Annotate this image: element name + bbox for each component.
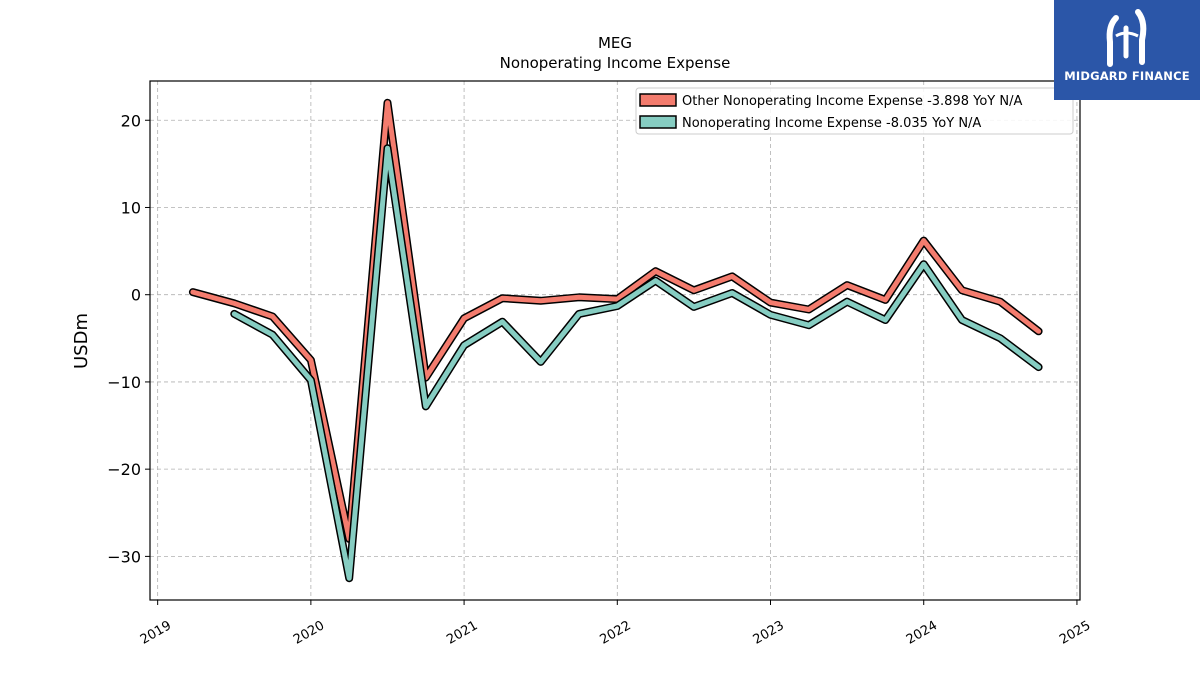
legend-label-nonoperating: Nonoperating Income Expense -8.035 YoY N… bbox=[682, 116, 981, 131]
legend-label-other-nonoperating: Other Nonoperating Income Expense -3.898… bbox=[682, 94, 1022, 109]
x-tick-label: 2022 bbox=[597, 618, 633, 648]
series-outline-other-nonoperating-income-expense bbox=[188, 98, 1043, 543]
series-layer bbox=[188, 98, 1043, 583]
x-tick-label: 2020 bbox=[291, 618, 327, 648]
axis-ticks: 20 10 0 −10 −20 −30 2019 2020 2021 2022 2023 2024 20… bbox=[107, 111, 1093, 647]
legend-frame bbox=[635, 87, 1074, 135]
y-tick-label: −20 bbox=[107, 460, 141, 479]
x-tick-label: 2021 bbox=[444, 618, 480, 648]
chart-subtitle: Nonoperating Income Expense bbox=[500, 54, 731, 72]
y-axis-label: USDm bbox=[71, 313, 92, 369]
legend-swatch-other-nonoperating bbox=[639, 93, 677, 107]
y-tick-label: −10 bbox=[107, 373, 141, 392]
series-line-nonoperating-income-expense bbox=[231, 145, 1042, 581]
plot-frame bbox=[149, 80, 1081, 601]
series-line-other-nonoperating-income-expense bbox=[190, 100, 1042, 542]
x-tick-label: 2019 bbox=[138, 618, 174, 648]
y-tick-label: 20 bbox=[121, 111, 141, 130]
x-tick-label: 2023 bbox=[751, 618, 787, 648]
chart-title: MEG bbox=[598, 34, 632, 52]
x-tick-label: 2025 bbox=[1057, 618, 1093, 648]
grid bbox=[150, 81, 1080, 600]
y-tick-label: −30 bbox=[107, 547, 141, 566]
legend: Other Nonoperating Income Expense -3.898… bbox=[635, 87, 1074, 135]
y-tick-label: 0 bbox=[131, 286, 141, 305]
y-tick-label: 10 bbox=[121, 198, 141, 217]
logo-text: MIDGARD FINANCE bbox=[1064, 69, 1190, 83]
midgard-finance-logo: MIDGARD FINANCE bbox=[1054, 0, 1200, 100]
x-tick-label: 2024 bbox=[904, 618, 940, 648]
midgard-logo-icon bbox=[1106, 9, 1147, 67]
legend-swatch-nonoperating bbox=[639, 115, 677, 129]
